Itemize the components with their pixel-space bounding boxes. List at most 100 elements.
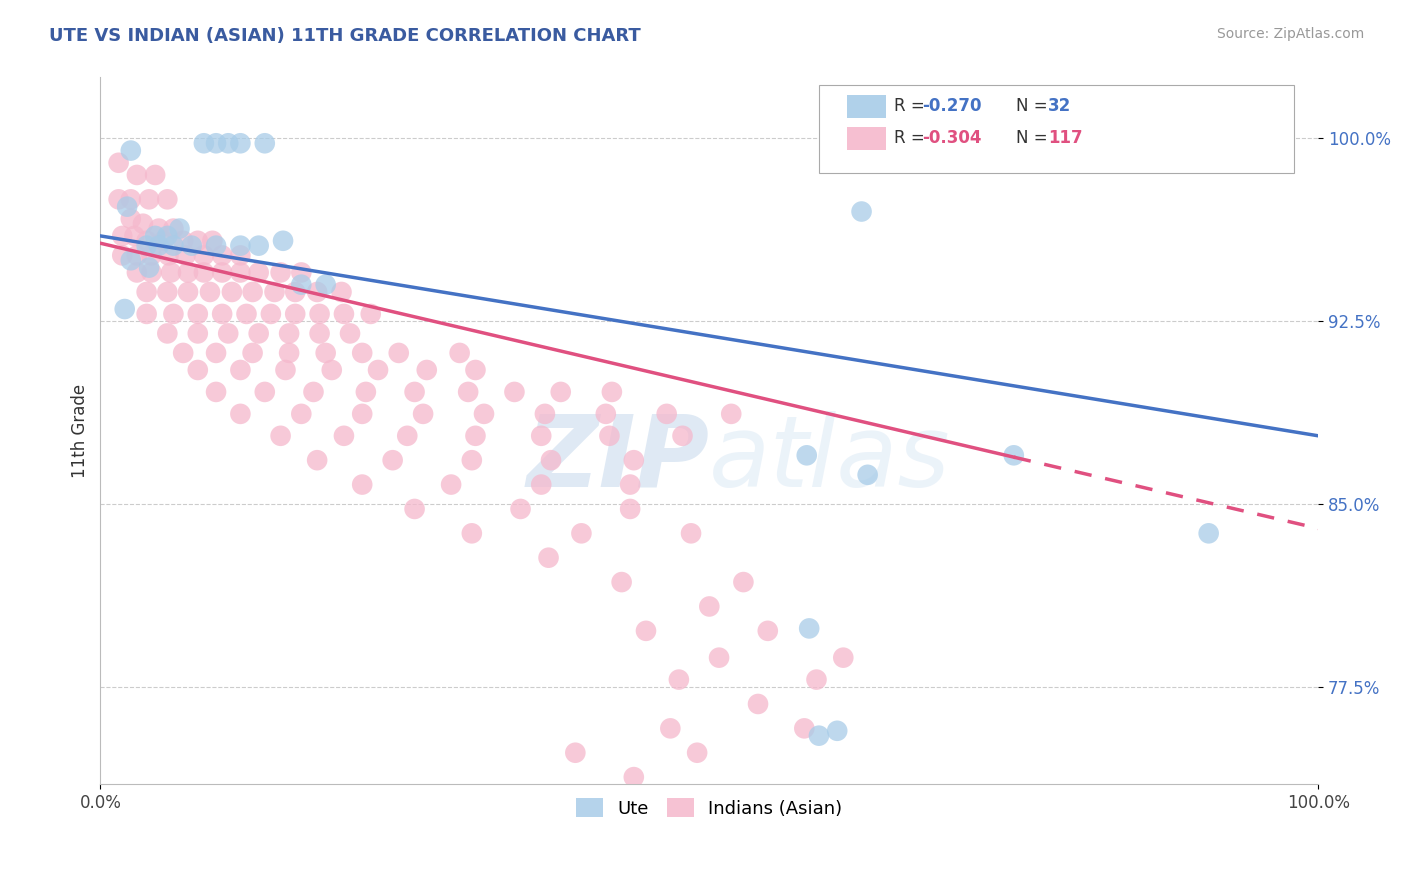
Point <box>148 238 170 252</box>
Point <box>457 384 479 399</box>
Point <box>141 265 163 279</box>
Point <box>111 228 134 243</box>
Point <box>659 722 682 736</box>
Point <box>284 307 307 321</box>
Point <box>671 429 693 443</box>
Point <box>707 650 730 665</box>
FancyBboxPatch shape <box>846 95 886 118</box>
Point <box>124 228 146 243</box>
Point <box>187 307 209 321</box>
Point <box>156 192 179 206</box>
Point <box>247 238 270 252</box>
Point <box>162 221 184 235</box>
Point <box>339 326 361 341</box>
Point <box>229 407 252 421</box>
Point <box>187 363 209 377</box>
Point <box>352 346 374 360</box>
Point <box>229 248 252 262</box>
Point <box>825 723 848 738</box>
Point <box>138 192 160 206</box>
Point <box>107 192 129 206</box>
Point <box>141 248 163 262</box>
Point <box>111 248 134 262</box>
Point <box>832 650 855 665</box>
Point <box>315 346 337 360</box>
Point <box>135 234 157 248</box>
Point <box>156 326 179 341</box>
Point <box>412 407 434 421</box>
Point <box>120 211 142 226</box>
Point <box>679 526 702 541</box>
Point <box>352 477 374 491</box>
Text: atlas: atlas <box>709 410 950 508</box>
Point <box>132 217 155 231</box>
Point <box>247 326 270 341</box>
Point <box>135 238 157 252</box>
Point <box>856 467 879 482</box>
Point <box>530 429 553 443</box>
Point <box>187 326 209 341</box>
Text: 117: 117 <box>1047 129 1083 147</box>
Point <box>284 285 307 299</box>
Point <box>247 265 270 279</box>
Point <box>686 746 709 760</box>
Point <box>598 429 620 443</box>
Y-axis label: 11th Grade: 11th Grade <box>72 384 89 478</box>
Point <box>125 248 148 262</box>
Point <box>193 265 215 279</box>
Point <box>537 550 560 565</box>
Point <box>1002 448 1025 462</box>
Point <box>201 234 224 248</box>
Point <box>404 384 426 399</box>
Point <box>1198 526 1220 541</box>
Point <box>807 729 830 743</box>
Point <box>217 326 239 341</box>
Point <box>307 285 329 299</box>
Point <box>253 136 276 151</box>
Point <box>162 307 184 321</box>
Point <box>360 307 382 321</box>
Point <box>274 363 297 377</box>
Point <box>174 248 197 262</box>
Point <box>253 384 276 399</box>
Point <box>217 136 239 151</box>
Point <box>396 429 419 443</box>
Point <box>148 221 170 235</box>
Point <box>330 285 353 299</box>
Point <box>352 407 374 421</box>
Point <box>143 228 166 243</box>
Point <box>461 453 484 467</box>
Point <box>793 722 815 736</box>
Point <box>623 453 645 467</box>
Point <box>152 234 174 248</box>
Point <box>747 697 769 711</box>
Point <box>205 238 228 252</box>
Point <box>107 155 129 169</box>
Point <box>388 346 411 360</box>
Point <box>623 770 645 784</box>
Point <box>120 192 142 206</box>
Text: N =: N = <box>1017 97 1053 115</box>
FancyBboxPatch shape <box>846 127 886 150</box>
Point <box>503 384 526 399</box>
Point <box>851 204 873 219</box>
Point <box>610 575 633 590</box>
Point <box>271 234 294 248</box>
Point <box>180 238 202 252</box>
Point <box>120 144 142 158</box>
Point <box>530 477 553 491</box>
Point <box>242 285 264 299</box>
Point <box>138 260 160 275</box>
Point <box>211 265 233 279</box>
Point <box>278 326 301 341</box>
Point <box>799 621 821 635</box>
Point <box>416 363 439 377</box>
Point <box>177 285 200 299</box>
Point <box>806 673 828 687</box>
Point <box>263 285 285 299</box>
Text: R =: R = <box>894 129 931 147</box>
Text: R =: R = <box>894 97 931 115</box>
Point <box>156 285 179 299</box>
Point <box>205 346 228 360</box>
Point <box>187 234 209 248</box>
